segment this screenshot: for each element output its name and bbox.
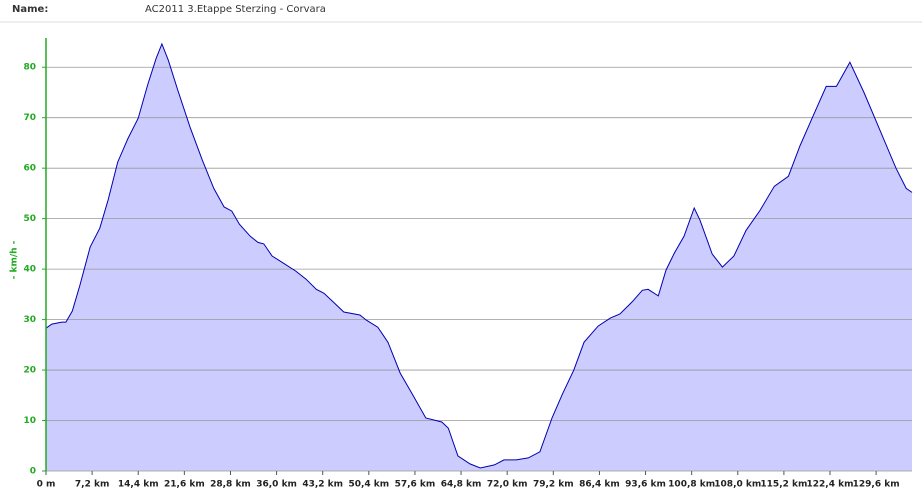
- x-tick-label: 100,8 km: [668, 480, 715, 490]
- x-tick-label: 7,2 km: [75, 480, 109, 490]
- y-axis-label: - km/h -: [10, 240, 20, 279]
- y-tick-label: 70: [23, 113, 36, 123]
- x-tick-label: 93,6 km: [625, 480, 666, 490]
- x-tick-label: 129,6 km: [853, 480, 900, 490]
- header-label: Name:: [12, 4, 48, 15]
- x-tick-label: 86,4 km: [579, 480, 620, 490]
- x-tick-label: 21,6 km: [164, 480, 205, 490]
- y-tick-label: 20: [23, 366, 36, 376]
- x-tick-label: 50,4 km: [348, 480, 389, 490]
- y-tick-label: 50: [23, 214, 36, 224]
- x-tick-label: 14,4 km: [118, 480, 159, 490]
- y-tick-label: 0: [30, 467, 36, 477]
- header-value: AC2011 3.Etappe Sterzing - Corvara: [145, 4, 326, 15]
- x-tick-label: 36,0 km: [256, 480, 297, 490]
- x-tick-label: 108,0 km: [714, 480, 761, 490]
- y-tick-label: 30: [23, 315, 36, 325]
- x-tick-label: 72,0 km: [487, 480, 528, 490]
- area: [46, 44, 912, 471]
- x-tick-label: 122,4 km: [807, 480, 854, 490]
- x-tick-label: 28,8 km: [210, 480, 251, 490]
- x-tick-label: 57,6 km: [395, 480, 436, 490]
- x-tick-label: 0 m: [37, 480, 56, 490]
- x-tick-label: 115,2 km: [760, 480, 807, 490]
- y-tick-label: 10: [23, 416, 36, 426]
- line: [45, 42, 913, 469]
- y-tick-label: 60: [23, 164, 36, 174]
- x-tick-label: 64,8 km: [441, 480, 482, 490]
- y-tick-label: 80: [23, 63, 36, 73]
- y-tick-label: 40: [23, 265, 36, 275]
- x-tick-label: 43,2 km: [302, 480, 343, 490]
- x-tick-label: 79,2 km: [533, 480, 574, 490]
